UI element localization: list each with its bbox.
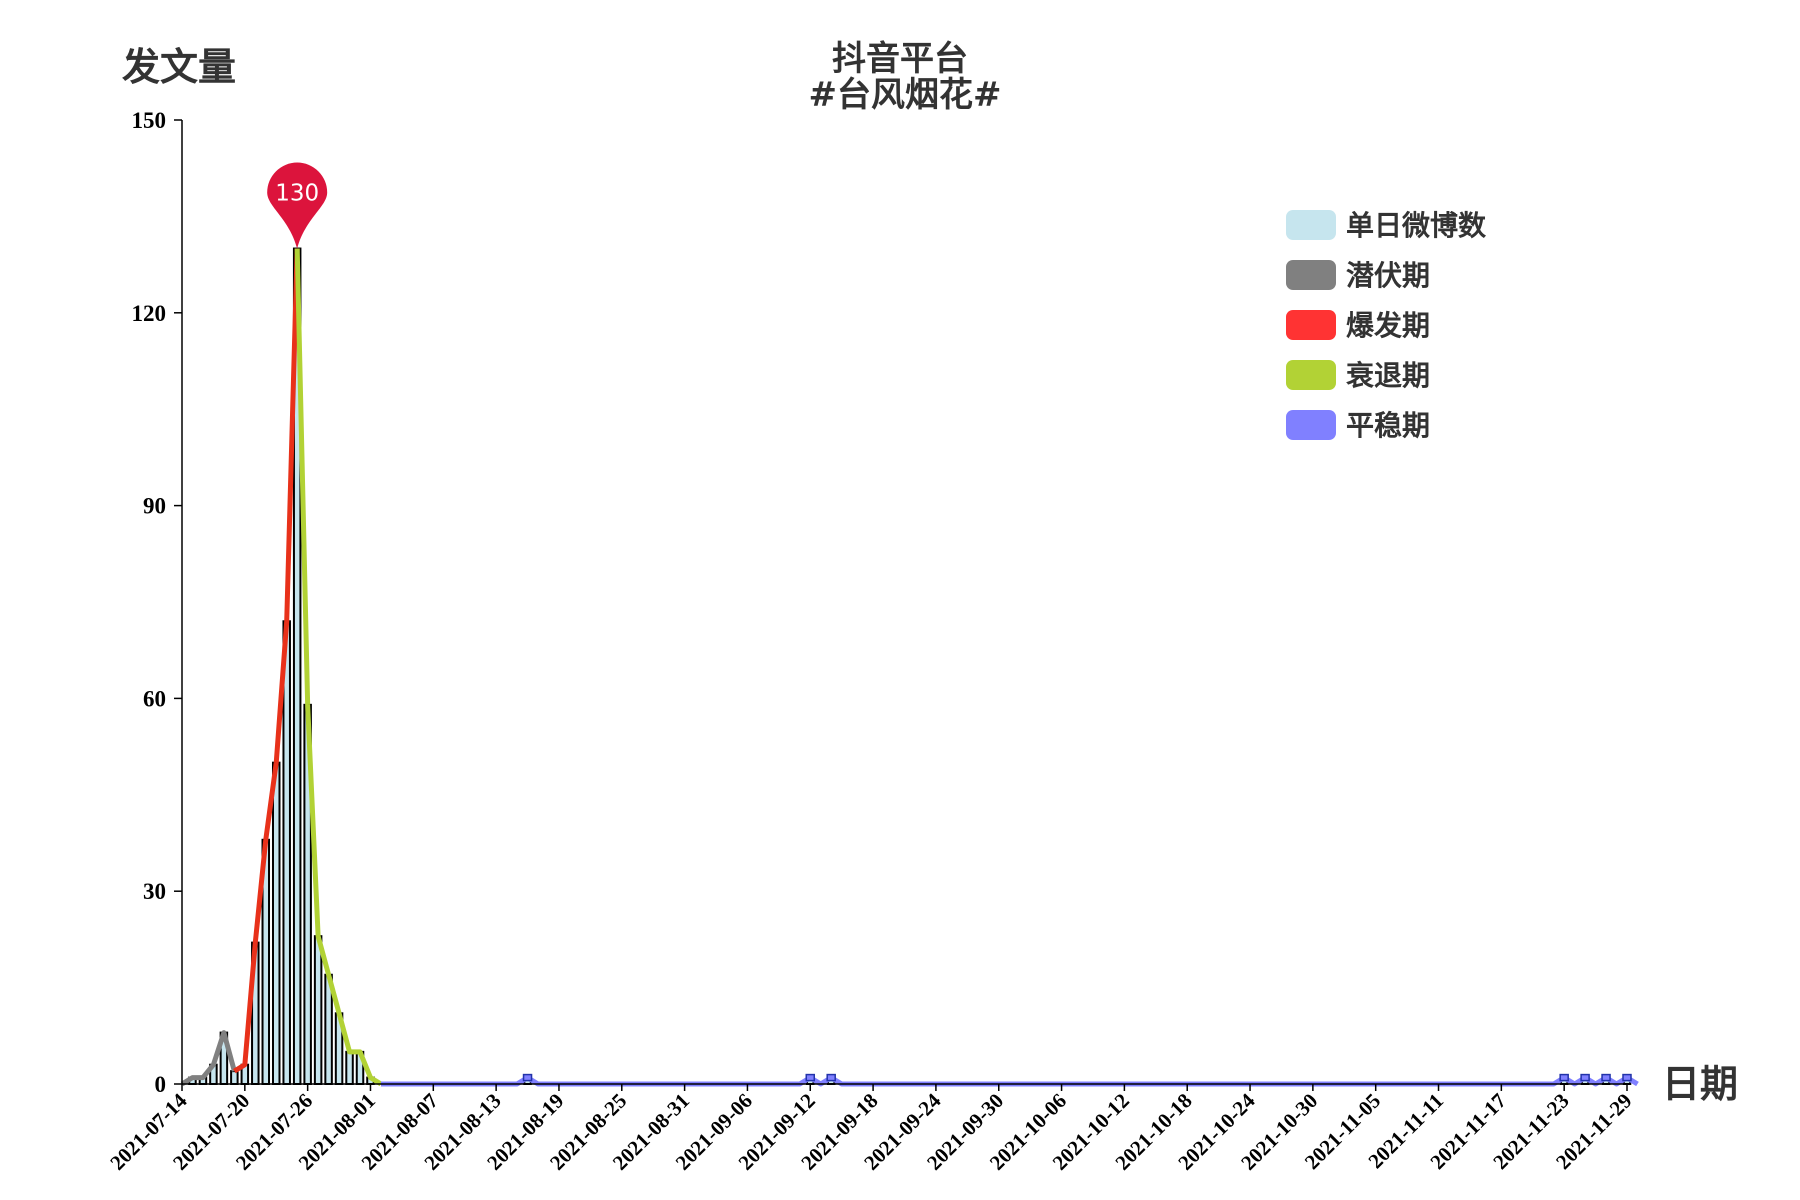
bar-2021-07-24[interactable]	[282, 620, 291, 1086]
bar-2021-07-27[interactable]	[313, 935, 323, 1085]
phase-point-2021-11-23	[1559, 1073, 1569, 1082]
phase-point-2021-11-25	[1580, 1073, 1590, 1082]
legend-swatch-2[interactable]	[1286, 260, 1336, 290]
y-tick-label-30: 30	[143, 879, 166, 904]
y-tick-label-120: 120	[132, 301, 167, 326]
markpoint-layer: 130	[267, 162, 328, 249]
phase-point-2021-11-29	[1622, 1073, 1632, 1082]
max-value-pin[interactable]	[267, 162, 328, 249]
legend-swatch-4[interactable]	[1286, 360, 1336, 390]
bar-2021-07-30[interactable]	[345, 1050, 354, 1086]
bar-2021-07-23[interactable]	[271, 761, 281, 1086]
legend-label-4[interactable]: 衰退期	[1346, 359, 1430, 392]
y-tick-label-0: 0	[155, 1072, 167, 1097]
legend-label-1[interactable]: 单日微博数	[1346, 209, 1487, 242]
y-tick-label-90: 90	[143, 494, 166, 519]
phase-line-3[interactable]	[294, 248, 383, 1087]
y-tick-label-150: 150	[132, 108, 167, 133]
phase-point-2021-09-14	[826, 1073, 836, 1082]
y-axis-label: 发文量	[122, 45, 236, 89]
phase-line-1[interactable]	[180, 1030, 237, 1087]
y-tick-label-60: 60	[143, 686, 166, 711]
max-value-label: 130	[275, 181, 319, 207]
chart-subtitle: #台风烟花#	[809, 75, 1002, 115]
legend-label-3[interactable]: 爆发期	[1346, 309, 1430, 342]
phase-line-2[interactable]	[233, 248, 300, 1074]
bar-2021-07-19[interactable]	[230, 1070, 239, 1085]
x-axis-label: 日期	[1662, 1062, 1738, 1106]
chart-title: 抖音平台	[832, 39, 968, 79]
legend-swatch-1[interactable]	[1286, 210, 1336, 240]
phase-point-2021-09-12	[805, 1073, 816, 1082]
legend-swatch-3[interactable]	[1286, 310, 1336, 340]
phase-point-2021-08-16	[522, 1073, 533, 1082]
legend-label-5[interactable]: 平稳期	[1346, 409, 1430, 442]
phase-line-4[interactable]	[380, 1075, 1639, 1087]
legend-swatch-5[interactable]	[1286, 410, 1336, 440]
phase-point-2021-11-27	[1601, 1073, 1611, 1082]
legend-label-2[interactable]: 潜伏期	[1346, 259, 1430, 292]
